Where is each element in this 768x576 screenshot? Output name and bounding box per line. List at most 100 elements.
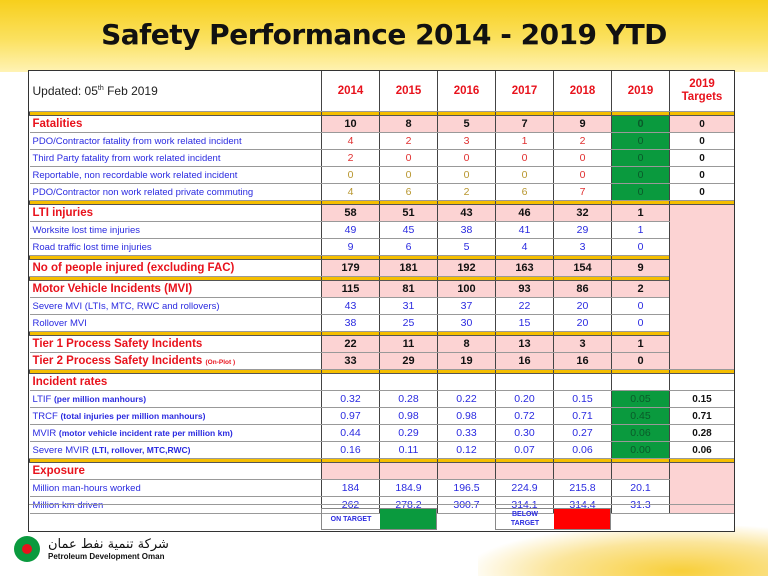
band-cell — [379, 331, 438, 336]
band-cell — [437, 458, 496, 463]
col-header-2018: 2018 — [553, 71, 612, 112]
band-cell — [553, 331, 612, 336]
value-cell-2019: 0.05 — [611, 390, 670, 408]
band-cell — [379, 458, 438, 463]
value-cell-2016: 196.5 — [437, 479, 496, 497]
value-cell-2017: 41 — [495, 221, 554, 239]
row-label-text: Rollover MVI — [32, 317, 87, 329]
divider-band — [29, 331, 735, 336]
row-label-text: LTIF — [32, 393, 52, 405]
band-cell — [495, 458, 554, 463]
table-row: Reportable, non recordable work related … — [29, 166, 734, 184]
value-cell-2016: 0.22 — [437, 390, 496, 408]
divider-band — [29, 276, 735, 281]
row-label-note: (total injuries per million manhours) — [60, 410, 206, 421]
value-cell-2018: 3 — [553, 238, 612, 256]
band-cell — [379, 200, 438, 205]
row-label: PDO/Contractor non work related private … — [29, 183, 322, 201]
table-row: Motor Vehicle Incidents (MVI) 115 81 100 93 8… — [29, 280, 735, 298]
row-label: Tier 2 Process Safety Incidents (On-Plot… — [29, 352, 322, 370]
value-cell-2014: 33 — [321, 352, 380, 370]
value-cell-2014 — [321, 373, 380, 391]
value-cell-2018 — [553, 462, 612, 480]
value-cell-2019: 0 — [611, 183, 670, 201]
table-row: Severe MVIR (LTI, rollover, MTC,RWC) 0.16… — [29, 441, 734, 459]
value-cell-2014: 4 — [321, 132, 380, 150]
band-cell — [553, 458, 612, 463]
value-cell-2019: 0 — [611, 132, 670, 150]
table-row: PDO/Contractor non work related private … — [29, 183, 734, 201]
value-cell-2015: 181 — [379, 259, 438, 277]
band-cell — [611, 331, 670, 336]
table-row: Severe MVI (LTIs, MTC, RWC and rollovers… — [29, 297, 735, 315]
band-cell — [321, 276, 380, 281]
divider-band — [29, 255, 735, 260]
divider-band — [29, 111, 734, 116]
row-label-text: Million km driven — [32, 499, 104, 511]
row-label: Million km driven — [29, 496, 322, 514]
legend-row: ON TARGET BELOW TARGET — [29, 504, 734, 531]
band-cell — [437, 255, 496, 260]
value-cell-2019: 0 — [611, 238, 670, 256]
value-cell-2015: 8 — [379, 115, 438, 133]
value-cell-2019: 0 — [611, 352, 670, 370]
table-row: PDO/Contractor fatality from work relate… — [29, 132, 734, 150]
value-cell-2017: 93 — [495, 280, 554, 298]
table-row: Third Party fatality from work related i… — [29, 149, 734, 167]
updated-prefix: Updated: 05 — [32, 84, 98, 98]
row-label: LTIF (per million manhours) — [29, 390, 322, 408]
band-cell — [553, 111, 612, 116]
band-cell — [669, 369, 734, 374]
value-cell-2016: 300.7 — [437, 496, 496, 514]
row-label: Severe MVI (LTIs, MTC, RWC and rollovers… — [29, 297, 322, 315]
row-label: Worksite lost time injuries — [29, 221, 322, 239]
value-cell-2016: 100 — [437, 280, 496, 298]
table-row: Worksite lost time injuries 49 45 38 41 29 1 — [29, 221, 735, 239]
col-header-2014: 2014 — [321, 71, 380, 112]
target-cell: 0 — [669, 183, 734, 201]
value-cell-2016: 0 — [437, 166, 496, 184]
value-cell-2015: 51 — [379, 204, 438, 222]
band-cell — [495, 111, 554, 116]
value-cell-2014: 0.32 — [321, 390, 380, 408]
value-cell-2018: 0 — [553, 149, 612, 167]
updated-date: Updated: 05th Feb 2019 — [29, 71, 322, 112]
table-row: MVIR (motor vehicle incident rate per mi… — [29, 424, 734, 442]
value-cell-2018: 2 — [553, 132, 612, 150]
band-cell — [437, 111, 496, 116]
table-row: Rollover MVI 38 25 30 15 20 0 — [29, 314, 735, 332]
row-label: Reportable, non recordable work related … — [29, 166, 322, 184]
value-cell-2017: 163 — [495, 259, 554, 277]
target-cell-empty — [669, 462, 734, 514]
target-cell: 0.28 — [669, 424, 734, 442]
value-cell-2016: 3 — [437, 132, 496, 150]
logo-text: شركة تنمية نفط عمان Petroleum Developmen… — [48, 537, 169, 561]
table-row: TRCF (total injuries per million manhour… — [29, 407, 734, 425]
value-cell-2015: 0.28 — [379, 390, 438, 408]
band-cell — [669, 111, 734, 116]
value-cell-2018: 0.27 — [553, 424, 612, 442]
value-cell-2018: 0.06 — [553, 441, 612, 459]
legend-below-target-swatch — [554, 509, 610, 529]
value-cell-2018: 7 — [553, 183, 612, 201]
value-cell-2017: 0.72 — [495, 407, 554, 425]
row-label-text: Tier 2 Process Safety Incidents — [32, 355, 203, 367]
band-cell — [437, 369, 496, 374]
band-cell — [29, 369, 322, 374]
band-cell — [321, 111, 380, 116]
row-label: Fatalities — [29, 115, 322, 133]
value-cell-2015: 25 — [379, 314, 438, 332]
row-label-text: TRCF — [32, 410, 58, 422]
col-header-2019: 2019 — [611, 71, 670, 112]
target-cell: 0 — [669, 149, 734, 167]
legend-on-target: ON TARGET — [321, 508, 437, 530]
value-cell-2017: 224.9 — [495, 479, 554, 497]
row-label-note: (motor vehicle incident rate per million… — [58, 427, 233, 438]
target-cell: 0.15 — [669, 390, 734, 408]
row-label-text: Exposure — [32, 465, 85, 477]
row-label-text: LTI injuries — [32, 207, 94, 219]
value-cell-2019: 31.3 — [611, 496, 670, 514]
band-cell — [495, 200, 554, 205]
value-cell-2015: 0.29 — [379, 424, 438, 442]
value-cell-2019: 0 — [611, 297, 670, 315]
